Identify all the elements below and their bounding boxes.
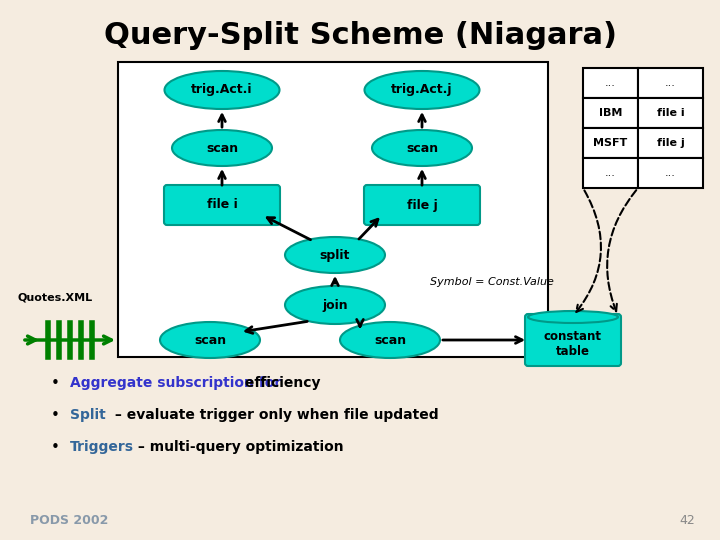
Bar [638,98,703,128]
Text: file j: file j [657,138,685,148]
Text: file j: file j [407,199,437,212]
Text: split: split [320,248,350,261]
Text: scan: scan [194,334,226,347]
Bar [583,158,638,188]
Text: •: • [50,440,60,455]
Text: join: join [322,299,348,312]
Ellipse shape [528,311,618,323]
Text: Quotes.XML: Quotes.XML [17,293,93,303]
FancyBboxPatch shape [164,185,280,225]
Ellipse shape [340,322,440,358]
Ellipse shape [172,130,272,166]
Text: Split: Split [70,408,106,422]
Text: MSFT: MSFT [593,138,628,148]
Bar [583,68,638,98]
Ellipse shape [372,130,472,166]
Text: file i: file i [207,199,238,212]
Text: 42: 42 [679,514,695,526]
Bar [583,128,638,158]
Ellipse shape [364,71,480,109]
Text: scan: scan [406,141,438,154]
Text: efficiency: efficiency [240,376,320,390]
Text: IBM: IBM [599,108,622,118]
Text: ...: ... [605,168,616,178]
Text: file i: file i [657,108,684,118]
Bar [638,128,703,158]
FancyArrowPatch shape [607,190,636,311]
Text: trig.Act.i: trig.Act.i [192,84,253,97]
Text: •: • [50,408,60,422]
Bar [638,158,703,188]
Bar [638,68,703,98]
Text: Symbol = Const.Value: Symbol = Const.Value [430,277,554,287]
Text: ...: ... [665,168,676,178]
Text: ...: ... [605,78,616,88]
Text: scan: scan [206,141,238,154]
Text: – evaluate trigger only when file updated: – evaluate trigger only when file update… [110,408,438,422]
FancyBboxPatch shape [525,314,621,366]
FancyBboxPatch shape [364,185,480,225]
Text: Triggers: Triggers [70,440,134,454]
Ellipse shape [160,322,260,358]
Ellipse shape [164,71,279,109]
Text: PODS 2002: PODS 2002 [30,514,109,526]
Ellipse shape [285,237,385,273]
Text: scan: scan [374,334,406,347]
FancyArrowPatch shape [576,191,601,312]
Text: •: • [50,375,60,390]
Text: – multi-query optimization: – multi-query optimization [133,440,343,454]
Bar [583,98,638,128]
Bar [118,62,548,357]
Text: constant
table: constant table [544,330,602,358]
Ellipse shape [285,286,385,324]
Text: Query-Split Scheme (Niagara): Query-Split Scheme (Niagara) [104,21,616,50]
Text: trig.Act.j: trig.Act.j [391,84,453,97]
Text: ...: ... [665,78,676,88]
Text: Aggregate subscription for: Aggregate subscription for [70,376,282,390]
